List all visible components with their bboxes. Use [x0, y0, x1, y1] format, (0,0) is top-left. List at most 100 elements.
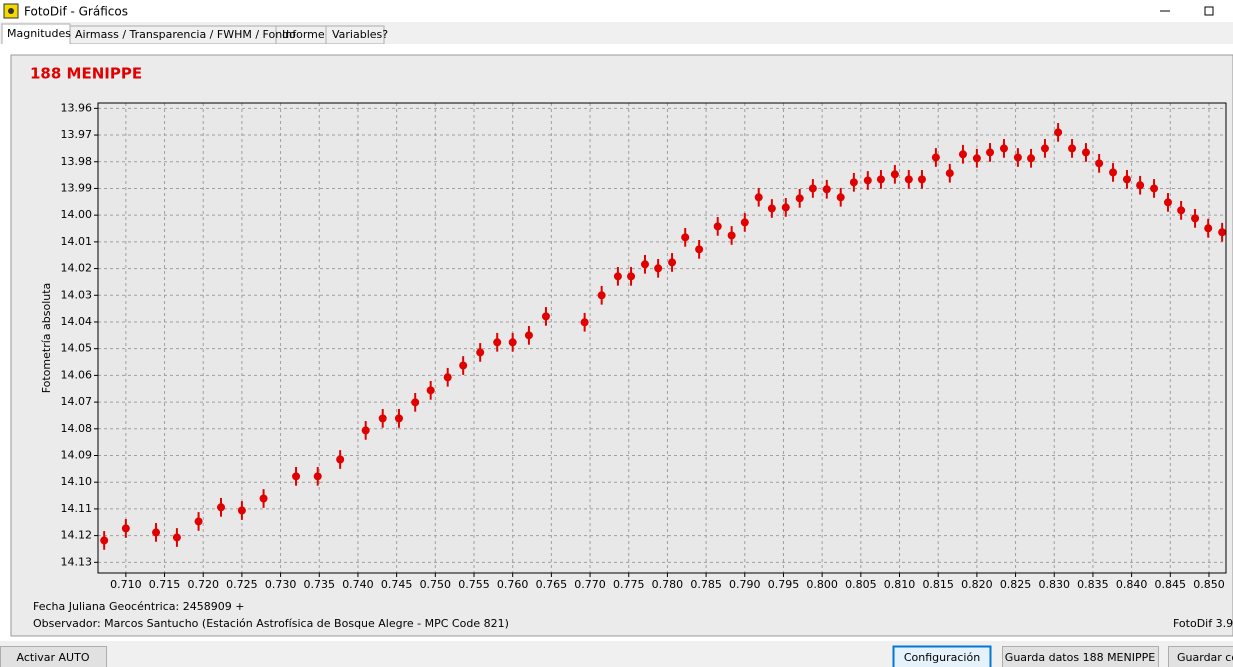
data-point — [890, 170, 899, 179]
x-tick-label: 0.830 — [1038, 578, 1070, 591]
x-tick-label: 0.800 — [806, 578, 838, 591]
tab-label[interactable]: Airmass / Transparencia / FWHM / Fondo — [75, 28, 296, 41]
y-tick-label: 14.12 — [61, 529, 93, 542]
data-point — [426, 386, 435, 395]
data-point — [459, 361, 468, 370]
data-point — [822, 185, 831, 194]
window-title: FotoDif - Gráficos — [24, 5, 128, 19]
data-point — [640, 260, 649, 269]
data-point — [1068, 144, 1077, 153]
x-tick-label: 0.765 — [536, 578, 568, 591]
tab-label[interactable]: Informe — [282, 28, 325, 41]
x-tick-label: 0.730 — [265, 578, 297, 591]
x-tick-label: 0.835 — [1077, 578, 1109, 591]
data-point — [259, 494, 268, 503]
data-point — [524, 331, 533, 340]
data-point — [958, 150, 967, 159]
x-tick-label: 0.740 — [342, 578, 374, 591]
y-tick-label: 13.98 — [61, 155, 93, 168]
data-point — [411, 398, 420, 407]
data-point — [1150, 184, 1159, 193]
data-point — [394, 414, 403, 423]
data-point — [217, 503, 226, 512]
x-tick-label: 0.820 — [961, 578, 993, 591]
footer-version: FotoDif 3.93 — [1173, 617, 1233, 630]
data-point — [1095, 159, 1104, 168]
y-tick-label: 14.10 — [61, 475, 93, 488]
data-point — [152, 528, 161, 537]
y-tick-label: 14.05 — [61, 342, 93, 355]
x-tick-label: 0.755 — [458, 578, 490, 591]
y-tick-label: 14.04 — [61, 315, 93, 328]
button[interactable] — [892, 645, 992, 667]
button-label[interactable]: Configuración — [904, 651, 980, 664]
data-point — [727, 231, 736, 240]
data-point — [1109, 168, 1118, 177]
x-tick-label: 0.815 — [922, 578, 954, 591]
data-point — [931, 153, 940, 162]
footer-observer: Observador: Marcos Santucho (Estación As… — [33, 617, 509, 630]
data-point — [681, 233, 690, 242]
data-point — [754, 193, 763, 202]
restore-button[interactable] — [1204, 6, 1214, 16]
button-label[interactable]: Activar AUTO — [17, 651, 90, 664]
chart-title: 188 MENIPPE — [30, 65, 142, 83]
data-point — [986, 148, 995, 157]
data-point — [808, 184, 817, 193]
y-tick-label: 14.09 — [61, 449, 93, 462]
x-tick-label: 0.760 — [497, 578, 529, 591]
title-bar — [0, 0, 1233, 22]
y-tick-label: 14.11 — [61, 502, 93, 515]
data-point — [1163, 198, 1172, 207]
data-point — [194, 517, 203, 526]
y-tick-label: 14.08 — [61, 422, 93, 435]
data-point — [767, 204, 776, 213]
data-point — [876, 175, 885, 184]
button[interactable] — [0, 646, 107, 667]
x-tick-label: 0.850 — [1193, 578, 1225, 591]
x-tick-label: 0.840 — [1116, 578, 1148, 591]
y-tick-label: 14.01 — [61, 235, 93, 248]
data-point — [292, 472, 301, 481]
data-point — [972, 154, 981, 163]
button[interactable] — [1168, 646, 1233, 667]
data-point — [654, 264, 663, 273]
footer-date: Fecha Juliana Geocéntrica: 2458909 + — [33, 600, 244, 613]
app-icon-dot — [8, 8, 14, 14]
tab-label[interactable]: Magnitudes — [7, 27, 71, 40]
data-point — [945, 169, 954, 178]
data-point — [999, 144, 1008, 153]
data-point — [580, 318, 589, 327]
button[interactable] — [1002, 646, 1159, 667]
x-tick-label: 0.745 — [381, 578, 413, 591]
y-tick-label: 14.02 — [61, 262, 93, 275]
x-tick-label: 0.790 — [729, 578, 761, 591]
button-label[interactable]: Guardar cor — [1177, 651, 1233, 664]
data-point — [336, 455, 345, 464]
data-point — [613, 272, 622, 281]
data-point — [378, 414, 387, 423]
tab-label[interactable]: Variables? — [332, 28, 388, 41]
data-point — [100, 536, 109, 545]
x-tick-label: 0.775 — [613, 578, 645, 591]
x-tick-label: 0.810 — [884, 578, 916, 591]
x-tick-label: 0.805 — [845, 578, 877, 591]
data-point — [1027, 154, 1036, 163]
data-point — [1136, 181, 1145, 190]
data-point — [1218, 228, 1227, 237]
data-point — [863, 176, 872, 185]
x-tick-label: 0.750 — [420, 578, 452, 591]
x-tick-label: 0.715 — [149, 578, 181, 591]
data-point — [740, 218, 749, 227]
plot-area — [98, 103, 1226, 573]
x-tick-label: 0.735 — [304, 578, 336, 591]
y-tick-label: 14.13 — [61, 555, 93, 568]
button-label[interactable]: Guarda datos 188 MENIPPE — [1005, 651, 1155, 664]
x-tick-label: 0.845 — [1155, 578, 1187, 591]
data-point — [313, 472, 322, 481]
data-point — [1054, 128, 1063, 137]
data-point — [541, 312, 550, 321]
data-point — [836, 193, 845, 202]
